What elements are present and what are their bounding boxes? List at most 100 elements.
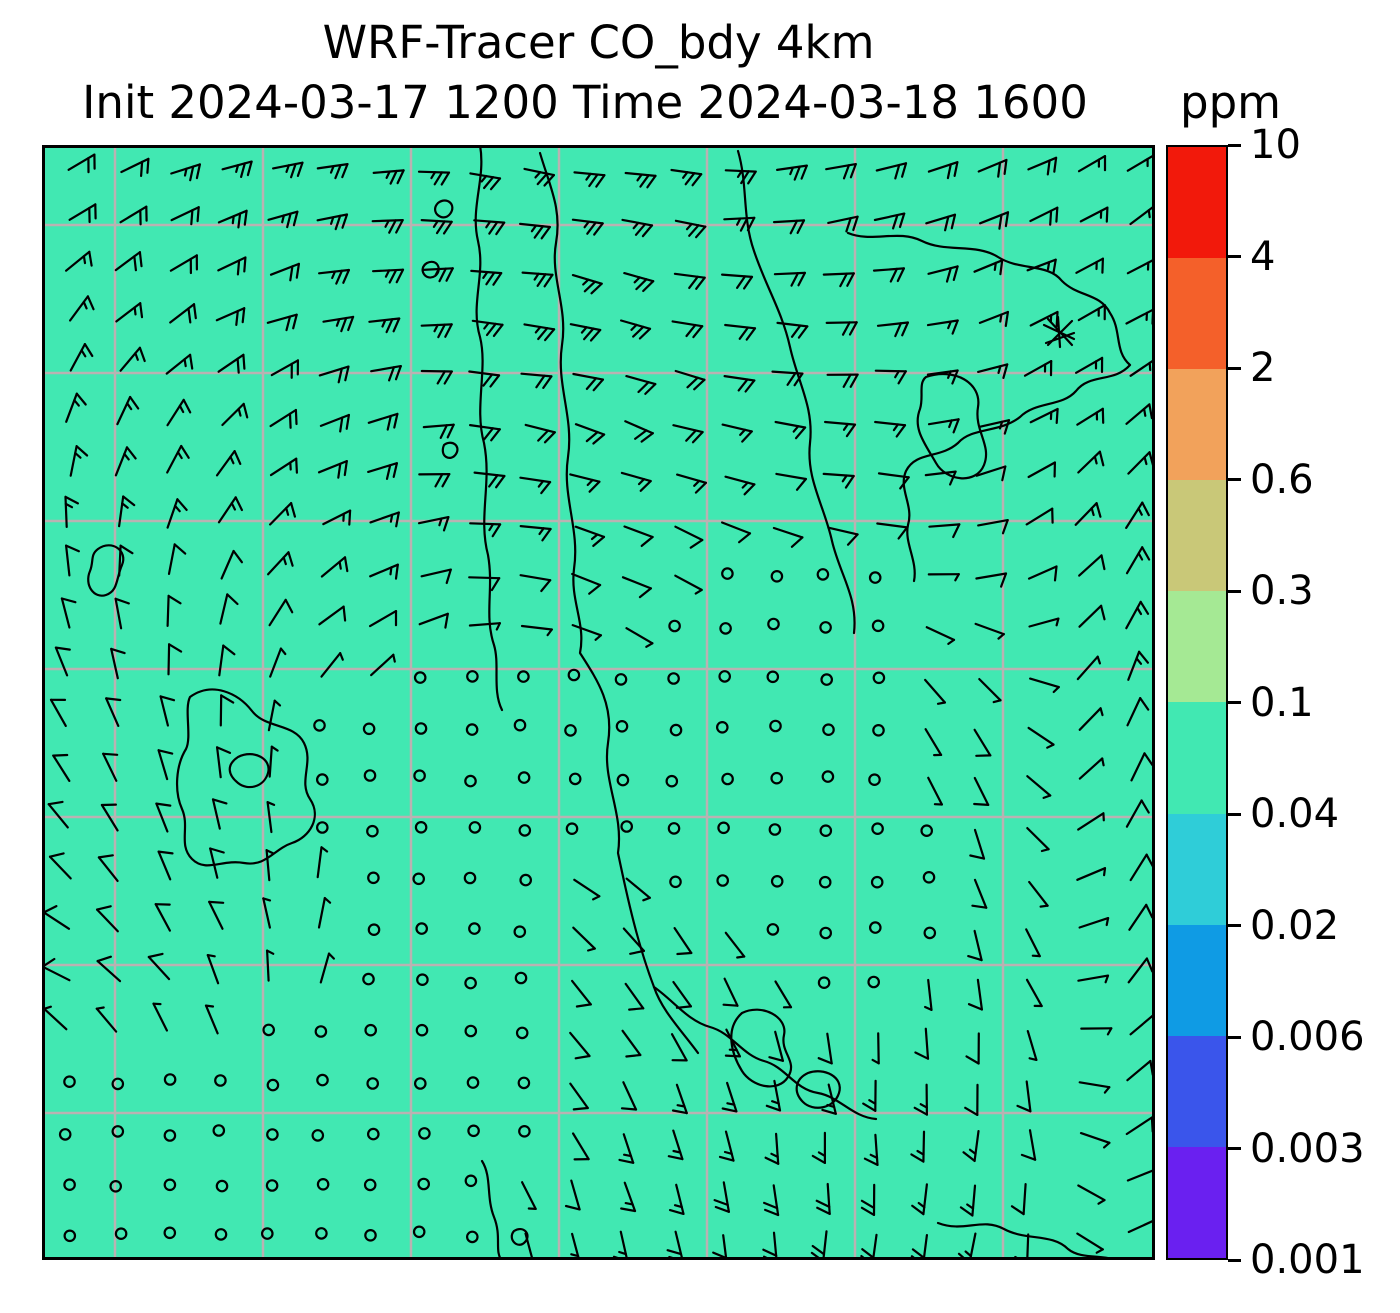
calm-wind-marker bbox=[468, 922, 481, 935]
colorbar-tick-label: 0.006 bbox=[1250, 1014, 1365, 1060]
calm-wind-marker bbox=[614, 673, 628, 686]
colorbar-tick-mark bbox=[1228, 143, 1241, 147]
colorbar-segment bbox=[1168, 1146, 1226, 1258]
calm-wind-marker bbox=[770, 569, 784, 583]
colorbar-tick-label: 0.001 bbox=[1250, 1237, 1365, 1283]
colorbar-tick-label: 4 bbox=[1250, 233, 1276, 280]
calm-wind-marker bbox=[767, 617, 780, 631]
calm-wind-marker bbox=[363, 1178, 377, 1192]
calm-wind-marker bbox=[819, 621, 832, 634]
calm-wind-marker bbox=[872, 723, 885, 737]
calm-wind-marker bbox=[412, 1225, 426, 1239]
calm-wind-marker bbox=[770, 874, 784, 888]
calm-wind-marker bbox=[816, 568, 830, 581]
calm-wind-marker bbox=[872, 671, 886, 685]
colorbar-tick-label: 0.1 bbox=[1250, 679, 1314, 726]
calm-wind-marker bbox=[819, 926, 832, 940]
calm-wind-marker bbox=[718, 670, 731, 683]
calm-wind-marker bbox=[620, 820, 633, 833]
calm-wind-marker bbox=[868, 773, 881, 786]
colorbar-segment bbox=[1168, 924, 1226, 1036]
calm-wind-marker bbox=[266, 1078, 280, 1092]
calm-wind-marker bbox=[567, 668, 581, 682]
calm-wind-marker bbox=[316, 1178, 330, 1191]
calm-wind-marker bbox=[364, 1023, 377, 1037]
calm-wind-marker bbox=[820, 673, 833, 686]
calm-wind-marker bbox=[514, 971, 528, 985]
graticule bbox=[42, 145, 1155, 1260]
calm-wind-marker bbox=[768, 823, 782, 836]
calm-wind-marker bbox=[465, 723, 479, 736]
colorbar-tick-mark bbox=[1228, 478, 1241, 481]
calm-wind-marker bbox=[417, 1177, 430, 1191]
calm-wind-marker bbox=[668, 619, 681, 633]
colorbar-segment bbox=[1168, 258, 1226, 370]
calm-wind-marker bbox=[315, 1227, 328, 1240]
colorbar-tick-label: 0.02 bbox=[1250, 902, 1340, 949]
calm-wind-marker bbox=[163, 1226, 177, 1240]
calm-wind-marker bbox=[413, 769, 426, 782]
calm-wind-marker bbox=[313, 719, 326, 732]
calm-wind-marker bbox=[769, 719, 782, 733]
colorbar-tick-mark bbox=[1228, 1035, 1241, 1039]
calm-wind-marker bbox=[721, 567, 734, 580]
calm-wind-marker bbox=[114, 1227, 128, 1240]
colorbar-segment bbox=[1168, 369, 1226, 481]
calm-wind-marker bbox=[261, 1227, 274, 1240]
calm-wind-marker bbox=[163, 1178, 177, 1192]
colorbar-tick-mark bbox=[1228, 589, 1241, 593]
calm-wind-marker bbox=[63, 1229, 77, 1243]
calm-wind-marker bbox=[266, 1128, 279, 1141]
calm-wind-marker bbox=[415, 922, 428, 935]
wind-barbs bbox=[42, 153, 1155, 1260]
calm-wind-marker bbox=[111, 1077, 125, 1091]
calm-wind-marker bbox=[817, 976, 831, 989]
calm-wind-marker bbox=[721, 772, 734, 786]
calm-wind-marker bbox=[513, 718, 527, 732]
calm-wind-marker bbox=[109, 1180, 122, 1193]
calm-wind-marker bbox=[719, 622, 732, 635]
colorbar-tick-mark bbox=[1228, 1258, 1241, 1262]
colorbar-tick-mark bbox=[1228, 812, 1241, 816]
calm-wind-marker bbox=[314, 1025, 328, 1038]
colorbar-segment bbox=[1168, 1035, 1226, 1147]
calm-wind-marker bbox=[868, 921, 882, 934]
calm-wind-marker bbox=[766, 670, 780, 684]
colorbar-tick-label: 0.04 bbox=[1250, 791, 1340, 837]
plot-title: WRF-Tracer CO_bdy 4km bbox=[322, 16, 875, 69]
calm-wind-marker bbox=[517, 1076, 531, 1090]
colorbar-tick-label: 10 bbox=[1250, 122, 1301, 168]
calm-wind-marker bbox=[367, 923, 381, 936]
calm-wind-marker bbox=[766, 923, 780, 936]
calm-wind-marker bbox=[363, 769, 377, 782]
calm-wind-marker bbox=[463, 871, 477, 885]
calm-wind-marker bbox=[665, 774, 679, 788]
calm-wind-marker bbox=[214, 1228, 228, 1241]
calm-wind-marker bbox=[364, 1229, 377, 1242]
calm-wind-marker bbox=[564, 724, 577, 737]
plot-border bbox=[42, 145, 1155, 1260]
colorbar-segment bbox=[1168, 813, 1226, 925]
calm-wind-marker bbox=[467, 1124, 480, 1138]
calm-wind-marker bbox=[517, 771, 531, 784]
calm-wind-marker bbox=[565, 822, 579, 835]
calm-wind-marker bbox=[315, 821, 329, 834]
colorbar-segment bbox=[1168, 591, 1226, 703]
calm-wind-marker bbox=[871, 822, 884, 835]
calm-wind-marker bbox=[822, 723, 835, 736]
calm-wind-marker bbox=[923, 926, 937, 940]
calm-wind-marker bbox=[315, 773, 329, 786]
calm-wind-marker bbox=[414, 722, 428, 735]
calm-wind-marker bbox=[413, 1077, 427, 1090]
calm-wind-marker bbox=[519, 873, 532, 887]
colorbar-tick-label: 0.6 bbox=[1250, 456, 1314, 503]
colorbar-segments bbox=[1166, 145, 1228, 1260]
calm-wind-marker bbox=[262, 1023, 275, 1037]
calm-wind-marker bbox=[517, 670, 530, 683]
calm-wind-marker bbox=[413, 671, 427, 684]
calm-wind-marker bbox=[920, 824, 933, 837]
colorbar-tick-label: 0.3 bbox=[1250, 568, 1314, 614]
calm-wind-marker bbox=[465, 1230, 479, 1244]
calm-wind-marker bbox=[111, 1125, 125, 1138]
